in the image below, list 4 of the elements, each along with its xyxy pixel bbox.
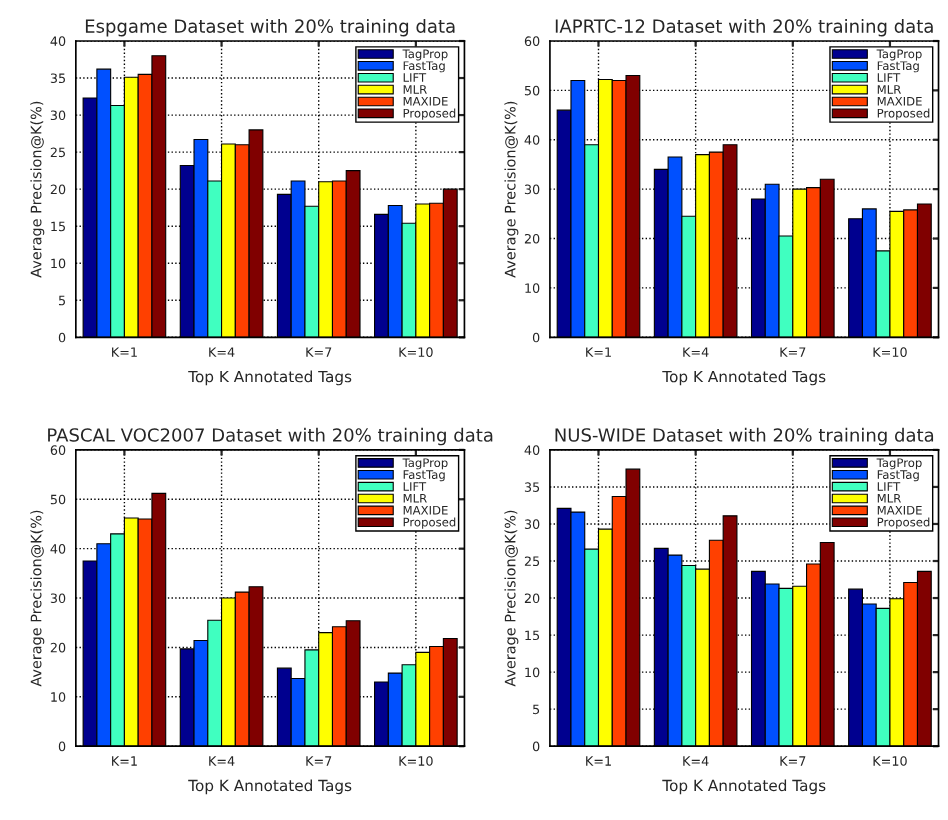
chart-title: NUS-WIDE Dataset with 20% training data: [555, 427, 934, 446]
chart-title: PASCAL VOC2007 Dataset with 20% training data: [48, 427, 493, 446]
chart-title: Espgame Dataset with 20% training data: [85, 18, 455, 37]
chart-title: IAPRTC-12 Dataset with 20% training data: [555, 18, 933, 37]
